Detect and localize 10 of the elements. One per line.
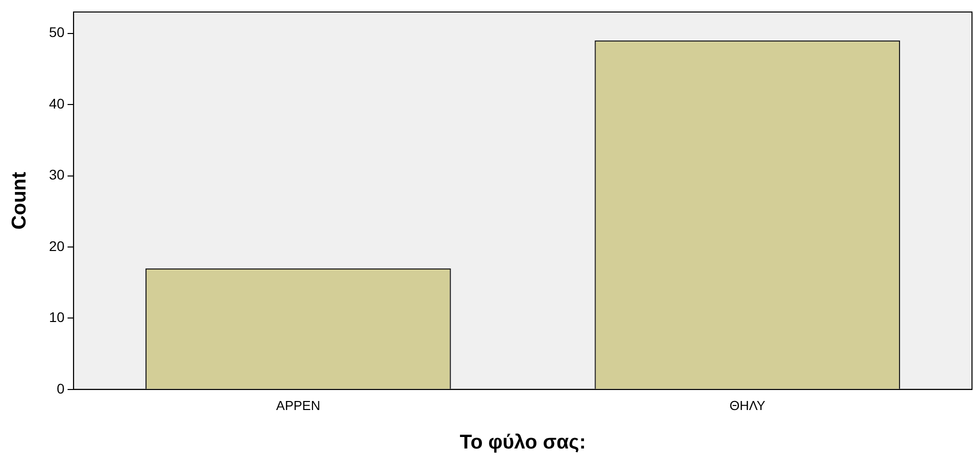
y-tick-label: 0 (56, 380, 65, 396)
y-tick-label: 20 (48, 238, 65, 254)
y-tick-label: 30 (48, 166, 65, 183)
y-tick-label: 10 (48, 309, 65, 326)
y-tick-label: 50 (48, 24, 65, 40)
y-axis-title: Count (8, 171, 31, 230)
x-axis-title: Το φύλο σας: (460, 432, 586, 454)
x-tick-label: ΑΡΡΕΝ (276, 398, 320, 413)
x-tick-label: ΘΗΛΥ (729, 398, 766, 413)
y-tick-label: 40 (48, 95, 65, 112)
